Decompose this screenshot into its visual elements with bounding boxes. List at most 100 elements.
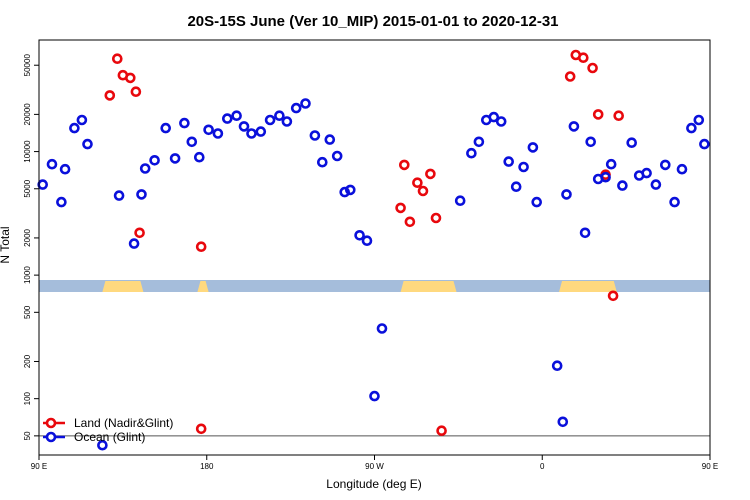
ocean-point xyxy=(600,171,611,183)
land-point xyxy=(412,177,423,188)
land-point xyxy=(592,109,604,120)
y-tick-label: 100 xyxy=(23,391,32,405)
ocean-point xyxy=(466,147,477,159)
ocean-point xyxy=(626,137,638,148)
chart-title: 20S-15S June (Ver 10_MIP) 2015-01-01 to … xyxy=(187,13,558,30)
ocean-point xyxy=(238,121,250,132)
ocean-point xyxy=(650,179,662,190)
ocean-point xyxy=(246,128,257,139)
ocean-point xyxy=(585,136,597,148)
y-tick-label: 500 xyxy=(23,305,32,319)
ocean-point xyxy=(149,155,160,166)
legend-swatch-marker xyxy=(45,417,57,429)
y-tick-label: 50 xyxy=(23,431,32,440)
ocean-point xyxy=(331,150,343,162)
ocean-point xyxy=(676,163,688,175)
legend: Land (Nadir&Glint)Ocean (Glint) xyxy=(43,416,173,444)
land-band-segment xyxy=(400,281,457,292)
ocean-point xyxy=(231,110,242,121)
ocean-point xyxy=(518,161,529,173)
ocean-point xyxy=(136,189,147,200)
ocean-point xyxy=(557,416,569,428)
ocean-point xyxy=(369,390,380,402)
ocean-point xyxy=(339,186,351,198)
legend-label: Land (Nadir&Glint) xyxy=(74,416,173,430)
ocean-point xyxy=(561,189,572,200)
ocean-point xyxy=(488,111,500,123)
data-points xyxy=(37,49,710,451)
ocean-point xyxy=(699,138,710,150)
ocean-point xyxy=(510,181,522,192)
y-tick-label: 1000 xyxy=(23,266,32,284)
ocean-point xyxy=(281,116,293,127)
ocean-point xyxy=(290,102,302,114)
ocean-point xyxy=(309,130,321,141)
ocean-point xyxy=(203,124,214,136)
ocean-point xyxy=(82,138,93,150)
land-point xyxy=(577,52,589,64)
ocean-point xyxy=(69,122,80,134)
ocean-point xyxy=(605,158,617,170)
y-tick-label: 2000 xyxy=(23,228,32,246)
ocean-point xyxy=(212,128,224,139)
x-tick-label: 90 W xyxy=(365,462,384,471)
ocean-point xyxy=(274,110,285,121)
x-axis-label: Longitude (deg E) xyxy=(326,477,421,491)
legend-swatch-marker xyxy=(45,431,57,443)
ocean-point xyxy=(255,126,267,137)
x-tick-label: 90 E xyxy=(31,462,47,471)
ocean-point xyxy=(527,142,539,153)
ocean-point xyxy=(169,153,181,164)
ocean-point xyxy=(222,113,233,124)
ocean-point xyxy=(128,238,140,249)
land-point xyxy=(417,185,429,197)
ocean-point xyxy=(495,116,507,127)
land-point xyxy=(112,53,123,65)
surface-band xyxy=(39,280,710,292)
ocean-point xyxy=(531,196,543,208)
ocean-point xyxy=(344,184,356,196)
ocean-point xyxy=(693,114,705,126)
land-point xyxy=(404,216,416,228)
y-tick-label: 200 xyxy=(23,354,32,368)
land-point xyxy=(613,110,625,121)
ocean-point xyxy=(97,439,108,451)
land-band-segment xyxy=(559,281,617,292)
ocean-point xyxy=(503,156,515,167)
x-tick-label: 180 xyxy=(200,462,214,471)
ocean-point xyxy=(37,179,49,190)
ocean-point xyxy=(113,190,125,201)
land-point xyxy=(130,86,142,97)
ocean-point xyxy=(46,158,58,170)
land-point xyxy=(425,168,436,180)
land-point xyxy=(607,290,619,302)
land-band-segment xyxy=(197,281,209,292)
ocean-point xyxy=(179,117,190,129)
y-tick-label: 10000 xyxy=(23,140,32,163)
land-point xyxy=(436,425,447,437)
ocean-point xyxy=(300,98,311,109)
ocean-point xyxy=(669,196,680,208)
ocean-point xyxy=(56,196,67,208)
ocean-point xyxy=(454,195,466,206)
ocean-point xyxy=(160,122,171,134)
land-point xyxy=(195,423,207,435)
ocean-point xyxy=(194,151,205,163)
y-axis-label: N Total xyxy=(0,226,12,263)
ocean-point xyxy=(551,360,563,372)
ocean-point xyxy=(568,121,580,132)
ocean-point xyxy=(186,136,198,148)
ocean-point xyxy=(641,167,652,179)
land-point xyxy=(395,202,406,214)
x-tick-label: 0 xyxy=(540,462,545,471)
ocean-point xyxy=(139,163,151,174)
ocean-point xyxy=(686,122,697,134)
ocean-point xyxy=(617,180,628,191)
x-tick-label: 90 E xyxy=(702,462,718,471)
land-point xyxy=(587,62,598,74)
land-point xyxy=(104,90,116,101)
land-point xyxy=(125,72,136,84)
ocean-point xyxy=(324,134,336,145)
y-tick-label: 50000 xyxy=(23,54,32,77)
